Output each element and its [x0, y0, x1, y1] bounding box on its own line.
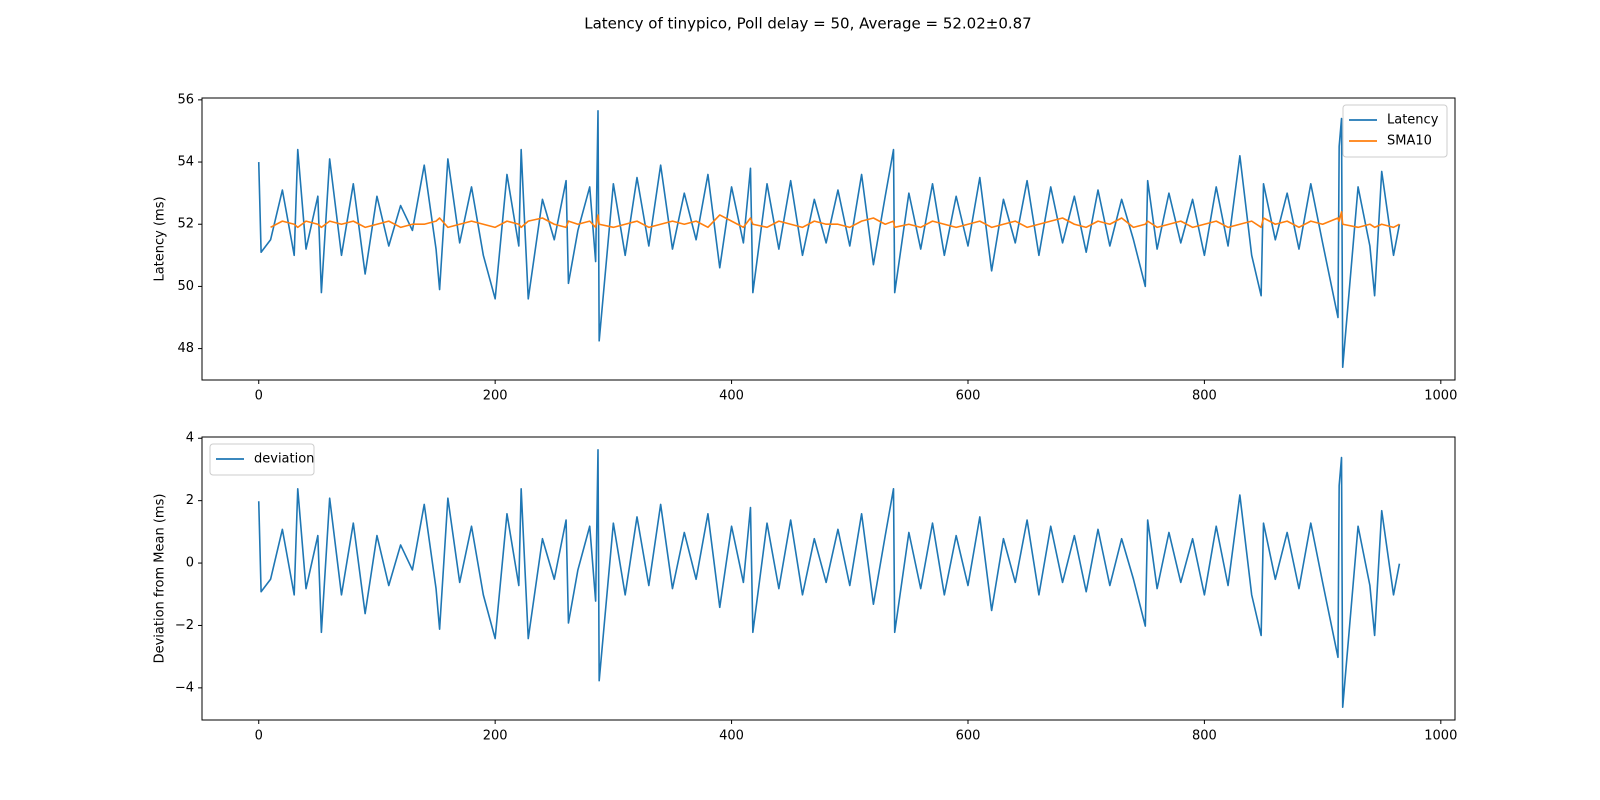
y-tick-label: 0	[186, 556, 194, 571]
y-tick-label: 54	[177, 155, 194, 170]
axes-frame	[201, 436, 1456, 721]
y-tick-label: 50	[177, 279, 194, 294]
y-tick-label: 48	[177, 341, 194, 356]
x-tick-label: 600	[956, 389, 981, 404]
line-series	[257, 448, 1401, 709]
y-tick-label: 4	[186, 431, 194, 446]
x-tick-label: 0	[255, 729, 263, 744]
x-tick-label: 200	[483, 729, 508, 744]
x-tick-label: 400	[719, 729, 744, 744]
axes-frame	[201, 97, 1456, 381]
legend-box	[1342, 104, 1448, 158]
y-tick-label: 56	[177, 92, 194, 107]
y-tick-label: −2	[175, 618, 194, 633]
x-tick-label: 400	[719, 389, 744, 404]
legend-label: Latency	[1387, 113, 1439, 128]
y-tick-label: 2	[186, 493, 194, 508]
x-tick-label: 600	[956, 729, 981, 744]
y-tick-label: 52	[177, 217, 194, 232]
line-series	[270, 210, 1400, 229]
y-axis-label: Deviation from Mean (ms)	[153, 494, 168, 664]
x-tick-label: 800	[1192, 389, 1217, 404]
legend-box	[209, 443, 315, 476]
line-series	[257, 109, 1401, 369]
x-tick-label: 800	[1192, 729, 1217, 744]
legend-label: SMA10	[1387, 134, 1432, 149]
y-tick-label: −4	[175, 680, 194, 695]
x-tick-label: 1000	[1424, 389, 1457, 404]
legend-label: deviation	[254, 452, 314, 467]
x-tick-label: 0	[255, 389, 263, 404]
y-axis-label: Latency (ms)	[153, 196, 168, 281]
x-tick-label: 1000	[1424, 729, 1457, 744]
x-tick-label: 200	[483, 389, 508, 404]
figure-title: Latency of tinypico, Poll delay = 50, Av…	[584, 15, 1031, 33]
